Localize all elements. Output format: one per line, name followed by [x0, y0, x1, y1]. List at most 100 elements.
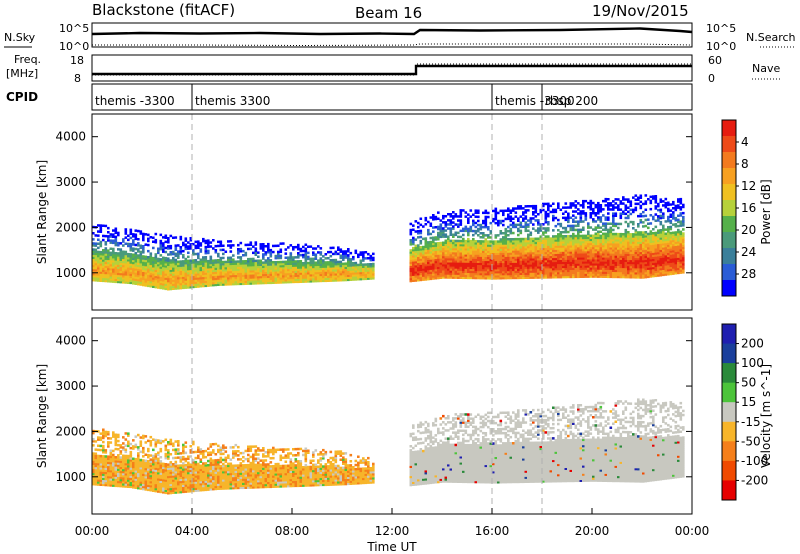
scatter-cell: [307, 251, 310, 255]
scatter-cell: [357, 263, 360, 267]
scatter-cell: [142, 277, 145, 281]
scatter-cell: [412, 269, 415, 272]
scatter-cell: [494, 256, 498, 260]
scatter-cell: [522, 219, 525, 222]
scatter-cell: [214, 267, 218, 270]
scatter-cell: [344, 254, 348, 257]
scatter-cell: [192, 249, 195, 252]
scatter-cell: [677, 224, 680, 228]
scatter-cell: [114, 274, 118, 277]
scatter-cell: [217, 254, 220, 258]
scatter-cell: [137, 244, 140, 247]
scatter-cell: [434, 256, 438, 260]
scatter-cell: [429, 232, 433, 236]
scatter-cell: [132, 269, 135, 273]
scatter-cell: [129, 267, 133, 270]
scatter-cell: [489, 230, 493, 233]
scatter-cell: [479, 244, 483, 247]
scatter-cell: [477, 252, 480, 255]
scatter-cell: [94, 268, 98, 272]
scatter-cell: [537, 219, 540, 222]
scatter-cell: [207, 239, 210, 242]
scatter-cell: [427, 257, 430, 260]
scatter-cell: [639, 231, 643, 234]
scatter-cell: [342, 258, 345, 261]
scatter-cell: [132, 235, 135, 238]
scatter-cell: [129, 230, 133, 234]
scatter-cell: [284, 266, 288, 270]
scatter-cell: [182, 254, 185, 257]
scatter-cell: [632, 227, 635, 230]
scatter-cell: [512, 209, 515, 212]
scatter-cell: [434, 226, 438, 229]
scatter-cell: [654, 205, 658, 208]
scatter-cell: [517, 252, 520, 255]
scatter-cell: [284, 281, 288, 284]
scatter-cell: [114, 268, 118, 271]
scatter-cell: [339, 272, 343, 276]
scatter-cell: [94, 264, 98, 268]
scatter-cell: [229, 278, 233, 282]
scatter-cell: [162, 272, 165, 276]
scatter-cell: [107, 239, 110, 242]
scatter-cell: [207, 251, 210, 255]
scatter-cell: [427, 247, 430, 250]
scatter-cell: [117, 278, 120, 282]
scatter-cell: [234, 268, 238, 271]
scatter-cell: [302, 280, 305, 283]
scatter-cell: [442, 245, 445, 249]
scatter-cell: [269, 263, 273, 266]
scatter-cell: [327, 263, 330, 266]
scatter-cell: [147, 233, 150, 237]
scatter-cell: [154, 238, 158, 242]
scatter-cell: [259, 267, 263, 271]
scatter-cell: [337, 248, 340, 251]
scatter-cell: [492, 275, 495, 278]
scatter-cell: [434, 250, 438, 253]
scatter-cell: [454, 254, 458, 257]
scatter-cell: [454, 245, 458, 249]
scatter-cell: [227, 240, 230, 243]
scatter-cell: [462, 258, 465, 261]
scatter-cell: [507, 264, 510, 268]
scatter-cell: [297, 254, 300, 257]
scatter-cell: [507, 256, 510, 259]
scatter-cell: [657, 215, 660, 218]
scatter-cell: [222, 271, 225, 274]
scatter-cell: [424, 276, 428, 279]
cpid-label: CPID: [6, 90, 38, 104]
scatter-cell: [132, 280, 135, 283]
scatter-cell: [629, 200, 633, 203]
scatter-cell: [112, 268, 115, 271]
scatter-cell: [107, 265, 110, 269]
scatter-cell: [287, 268, 290, 272]
scatter-cell: [532, 256, 535, 259]
scatter-cell: [509, 209, 513, 212]
scatter-cell: [544, 241, 548, 244]
scatter-cell: [422, 247, 425, 251]
scatter-cell: [154, 285, 158, 289]
scatter-cell: [227, 266, 230, 270]
scatter-cell: [169, 283, 173, 287]
scatter-cell: [354, 270, 358, 273]
scatter-cell: [189, 273, 193, 277]
scatter-cell: [257, 263, 260, 267]
scatter-cell: [547, 223, 550, 226]
scatter-cell: [642, 202, 645, 206]
scatter-cell: [449, 272, 453, 275]
scatter-cell: [504, 217, 508, 221]
scatter-cell: [494, 260, 498, 264]
scatter-cell: [279, 262, 283, 266]
scatter-cell: [652, 232, 655, 235]
scatter-cell: [574, 216, 578, 219]
scatter-cell: [472, 233, 475, 237]
scatter-cell: [107, 255, 110, 258]
scatter-cell: [532, 270, 535, 273]
scatter-cell: [304, 259, 308, 263]
scatter-cell: [519, 215, 523, 218]
scatter-cell: [369, 271, 373, 274]
scatter-cell: [132, 273, 135, 277]
scatter-cell: [97, 263, 100, 266]
scatter-cell: [444, 235, 448, 238]
scatter-cell: [669, 231, 673, 235]
